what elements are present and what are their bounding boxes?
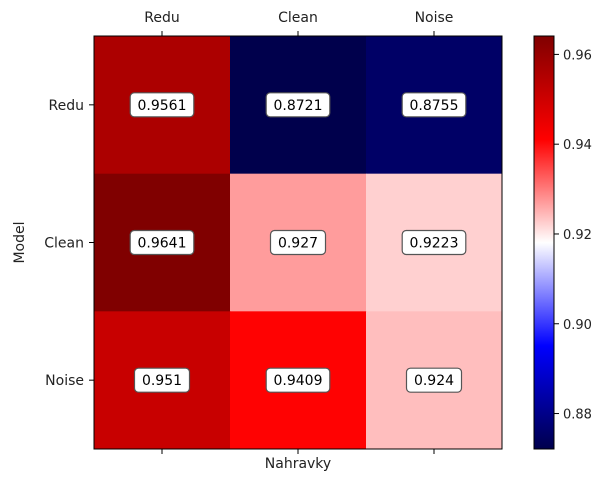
cell-label-box <box>265 367 331 393</box>
cell-value-labels: 0.9561 0.8721 0.8755 0.9641 0.927 0.9223 0.951… <box>129 92 467 393</box>
y-axis-title: Model <box>12 221 28 263</box>
cell-value-label: 0.9641 <box>138 236 187 252</box>
x-tick-label: Redu <box>144 10 179 26</box>
x-tick-label: Noise <box>415 10 454 26</box>
colorbar-tick-label: 0.88 <box>563 408 592 423</box>
cell-label-box <box>129 229 195 256</box>
heatmap-axes: Redu Clean Noise Redu Clean Noise Nahravky Mode… <box>12 10 503 472</box>
colorbar-tick-label: 0.94 <box>563 138 592 153</box>
y-tick-label: Redu <box>49 98 84 114</box>
colorbar-tick-label: 0.92 <box>563 228 592 243</box>
colorbar-tick-label: 0.90 <box>563 318 592 333</box>
colorbar-tick-label: 0.96 <box>563 48 592 63</box>
cell-value-label: 0.9223 <box>410 236 459 252</box>
cell-label-box <box>265 92 331 118</box>
colorbar-gradient <box>533 35 555 450</box>
colorbar: 0.88 0.90 0.92 0.94 0.96 <box>533 35 592 450</box>
cell-label-box <box>401 92 467 118</box>
y-tick-label: Noise <box>45 373 84 389</box>
cell-label-box <box>133 367 191 393</box>
cell-label-box <box>405 367 463 393</box>
y-tick-label: Clean <box>44 236 84 252</box>
cell-value-label: 0.8755 <box>410 98 459 114</box>
cell-value-label: 0.924 <box>414 373 454 389</box>
x-tick-label: Clean <box>278 10 318 26</box>
cell-value-label: 0.9409 <box>274 373 323 389</box>
cell-value-label: 0.9561 <box>138 98 187 114</box>
cell-label-box <box>129 92 195 118</box>
cell-value-label: 0.8721 <box>274 98 323 114</box>
cell-label-box <box>269 229 327 256</box>
cell-value-label: 0.951 <box>142 373 182 389</box>
x-axis-title: Nahravky <box>265 456 331 472</box>
cell-label-box <box>401 229 467 256</box>
cell-value-label: 0.927 <box>278 236 318 252</box>
